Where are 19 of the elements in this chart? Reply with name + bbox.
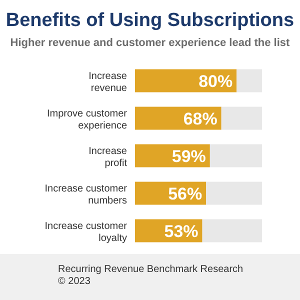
y-tick-label: Increase profit [88, 146, 128, 169]
y-tick-label: Increase revenue [88, 70, 128, 94]
text: © 2023 [58, 276, 91, 287]
data-label: 56% [168, 184, 202, 204]
y-tick-label: Increase customer numbers [44, 183, 128, 206]
bar [206, 182, 262, 205]
data-label: 59% [172, 146, 206, 166]
bar [210, 144, 262, 168]
data-label: 68% [183, 109, 218, 128]
chart-title: Benefits of Using Subscriptions [6, 10, 294, 31]
chart-subtitle: Higher revenue and customer experience lead the list [10, 37, 290, 49]
text: Recurring Revenue Benchmark Research [58, 264, 244, 275]
bar [221, 106, 262, 130]
y-tick-label: Increase customer loyalty [44, 220, 128, 244]
data-label: 53% [164, 222, 198, 241]
bar [236, 69, 262, 92]
bar [202, 219, 262, 242]
y-tick-label: Improve customer experience [46, 108, 128, 132]
data-label: 80% [198, 72, 233, 91]
